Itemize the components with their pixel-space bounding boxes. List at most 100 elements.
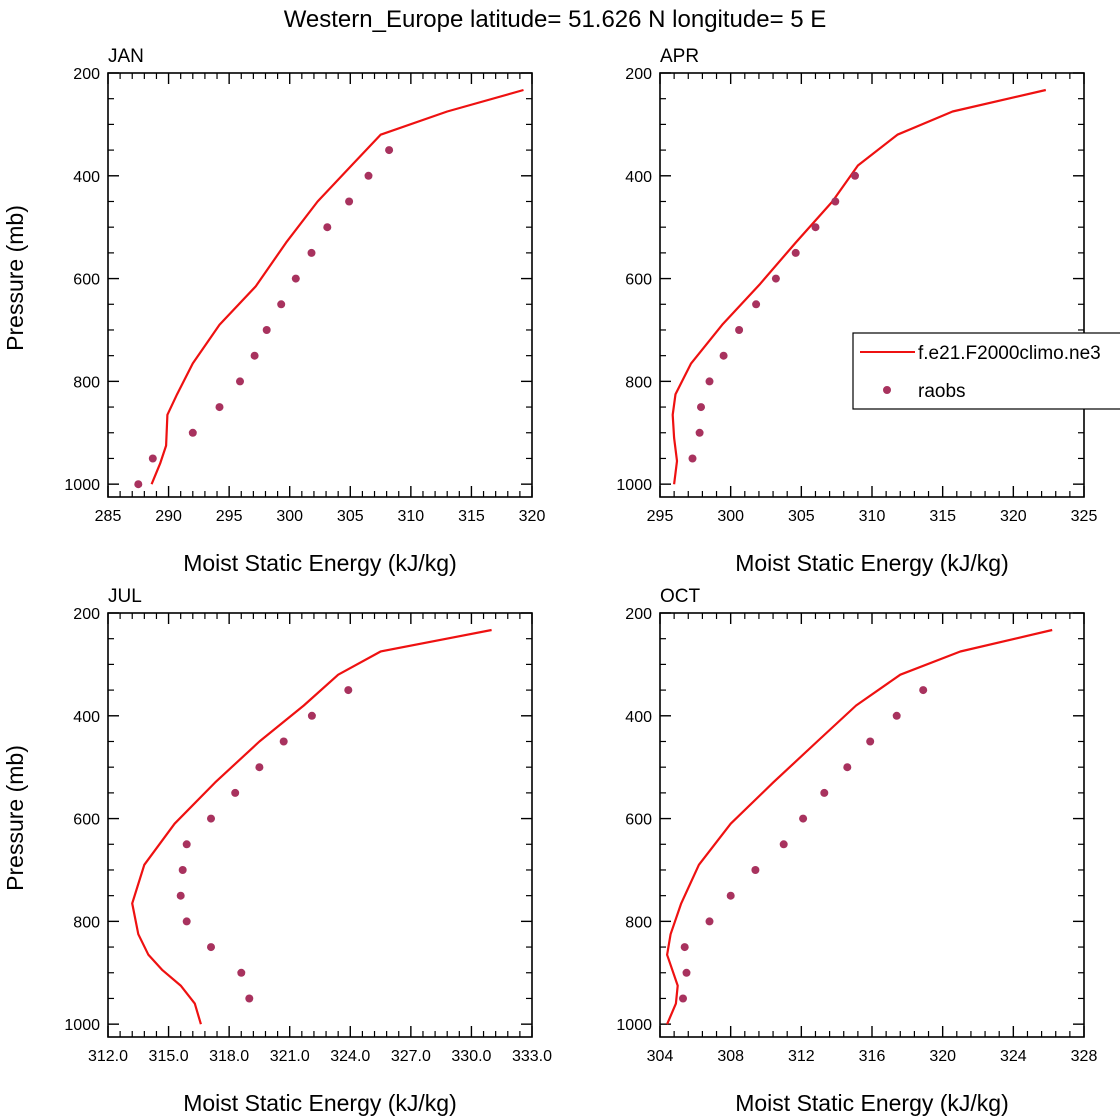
obs-point [919,686,928,695]
obs-point [236,377,244,386]
model-line [665,628,1053,1025]
obs-point [207,814,215,823]
obs-point [791,248,800,257]
x-axis-label: Moist Static Energy (kJ/kg) [183,550,457,576]
obs-point [279,737,288,746]
obs-point [719,351,728,360]
x-tick-label: 324.0 [330,1048,370,1065]
y-tick-label: 200 [73,66,100,83]
x-tick-label: 285 [95,508,122,525]
obs-point [231,788,240,797]
x-tick-label: 333.0 [512,1048,552,1065]
x-tick-label: 300 [276,508,303,525]
x-axis-label: Moist Static Energy (kJ/kg) [735,1090,1009,1116]
y-tick-label: 600 [73,812,100,829]
x-tick-label: 310 [859,508,886,525]
obs-point [178,866,187,874]
y-tick-label: 800 [625,914,652,931]
plot-frame [107,72,533,498]
obs-point [307,248,316,257]
plot-frame [659,72,1085,498]
x-tick-label: 316 [859,1048,886,1065]
obs-point [771,274,780,283]
x-tick-label: 320 [519,508,546,525]
x-tick-label: 310 [398,508,425,525]
obs-point [831,197,840,206]
obs-point [385,146,394,155]
obs-point [735,326,744,334]
panel-jul: JUL Moist Static Energy (kJ/kg) Pressure… [2,586,552,1116]
x-axis-label: Moist Static Energy (kJ/kg) [735,550,1009,576]
obs-point [811,223,820,232]
obs-point [680,943,689,952]
x-tick-label: 295 [216,508,243,525]
obs-point [277,300,286,309]
obs-point [726,891,735,900]
obs-point [697,403,705,412]
obs-point [323,223,332,232]
obs-point [182,917,191,926]
y-tick-label: 1000 [64,1017,100,1034]
obs-point [752,300,761,309]
obs-point [188,428,197,437]
y-tick-label: 1000 [616,1017,652,1034]
y-axis-label: Pressure (mb) [2,745,28,891]
x-tick-label: 328 [1071,1048,1098,1065]
panel-apr: APR Moist Static Energy (kJ/kg) 295 300 30… [616,46,1097,576]
y-tick-label: 200 [625,606,652,623]
obs-point [866,737,875,746]
model-line [150,88,524,485]
legend-box [852,332,1120,410]
obs-point [307,711,316,720]
panel-title: APR [660,46,699,67]
obs-point [148,454,157,463]
x-tick-label: 325 [1071,508,1098,525]
obs-point [688,454,697,463]
y-tick-label: 200 [625,66,652,83]
obs-point [250,351,259,360]
obs-point [237,968,246,977]
y-tick-label: 800 [73,914,100,931]
obs-point [207,943,215,952]
obs-point [344,686,353,695]
x-tick-label: 327.0 [391,1048,431,1065]
x-tick-label: 305 [337,508,364,525]
obs-point [176,891,185,900]
x-tick-label: 305 [788,508,815,525]
y-tick-label: 1000 [616,477,652,494]
obs-point [679,994,687,1003]
panel-jan: JAN Moist Static Energy (kJ/kg) Pressure… [2,46,545,576]
panel-title: OCT [660,586,701,607]
panel-title: JAN [108,46,144,67]
obs-point [695,428,704,437]
model-line [131,628,492,1025]
legend-obs-label: raobs [918,381,966,402]
obs-point [245,994,254,1003]
y-tick-label: 400 [73,709,100,726]
x-tick-label: 315 [929,508,956,525]
y-tick-label: 400 [625,709,652,726]
x-tick-label: 318.0 [209,1048,249,1065]
x-tick-label: 312.0 [88,1048,128,1065]
x-tick-label: 320 [929,1048,956,1065]
x-tick-label: 308 [717,1048,744,1065]
obs-point [262,326,271,334]
obs-point [751,866,760,874]
x-tick-label: 320 [1000,508,1027,525]
model-line [671,88,1047,485]
legend: f.e21.F2000climo.ne3 raobs [852,332,1120,410]
y-tick-label: 800 [73,374,100,391]
y-axis-label: Pressure (mb) [2,205,28,351]
obs-point [364,171,373,180]
obs-point [682,968,691,977]
y-tick-label: 600 [73,272,100,289]
obs-point [255,763,264,772]
page-title: Western_Europe latitude= 51.626 N longit… [284,6,827,33]
y-tick-label: 400 [625,169,652,186]
obs-point [779,840,788,849]
obs-point [182,840,191,849]
obs-point [799,814,808,823]
y-tick-label: 200 [73,606,100,623]
x-tick-label: 312 [788,1048,815,1065]
